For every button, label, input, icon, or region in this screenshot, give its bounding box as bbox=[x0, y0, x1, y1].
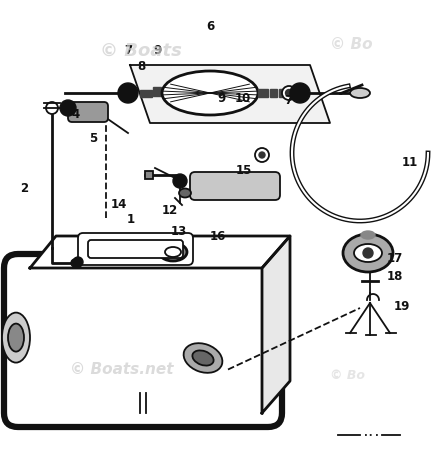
Ellipse shape bbox=[8, 324, 24, 352]
Text: 6: 6 bbox=[206, 20, 214, 33]
Circle shape bbox=[282, 87, 296, 101]
Text: 10: 10 bbox=[235, 91, 251, 104]
Text: 13: 13 bbox=[171, 225, 187, 238]
Text: 15: 15 bbox=[236, 164, 252, 177]
Text: 19: 19 bbox=[394, 299, 410, 312]
Bar bbox=[163, 91, 175, 98]
Ellipse shape bbox=[184, 344, 222, 373]
Text: 2: 2 bbox=[20, 181, 28, 194]
Text: 7: 7 bbox=[124, 44, 132, 56]
FancyBboxPatch shape bbox=[190, 173, 280, 200]
Text: 5: 5 bbox=[89, 131, 97, 144]
Circle shape bbox=[60, 101, 76, 117]
Circle shape bbox=[255, 149, 269, 163]
Text: 16: 16 bbox=[210, 230, 226, 243]
Text: 7: 7 bbox=[284, 94, 292, 107]
Ellipse shape bbox=[165, 247, 181, 257]
Ellipse shape bbox=[2, 313, 30, 363]
Ellipse shape bbox=[361, 232, 375, 239]
FancyBboxPatch shape bbox=[88, 240, 183, 258]
Bar bbox=[258, 90, 268, 98]
Ellipse shape bbox=[350, 89, 370, 99]
Bar bbox=[270, 90, 277, 98]
Text: 9: 9 bbox=[217, 91, 225, 104]
Circle shape bbox=[286, 90, 292, 97]
Text: 1: 1 bbox=[127, 213, 135, 226]
Text: 14: 14 bbox=[111, 197, 127, 210]
Ellipse shape bbox=[192, 350, 213, 366]
Ellipse shape bbox=[354, 244, 382, 263]
Ellipse shape bbox=[159, 244, 187, 262]
Circle shape bbox=[71, 259, 79, 268]
Text: 9: 9 bbox=[154, 44, 162, 56]
Polygon shape bbox=[30, 237, 290, 269]
Bar bbox=[153, 88, 161, 97]
Circle shape bbox=[118, 84, 138, 104]
Circle shape bbox=[73, 257, 83, 268]
Circle shape bbox=[290, 84, 310, 104]
Ellipse shape bbox=[343, 234, 393, 272]
Circle shape bbox=[363, 249, 373, 258]
Text: © Bo: © Bo bbox=[330, 37, 373, 52]
FancyBboxPatch shape bbox=[68, 103, 108, 123]
Text: 12: 12 bbox=[162, 204, 178, 217]
Polygon shape bbox=[130, 66, 330, 124]
Text: 8: 8 bbox=[137, 60, 145, 73]
Text: 18: 18 bbox=[387, 270, 403, 283]
Text: © Boats.net: © Boats.net bbox=[70, 361, 174, 376]
Ellipse shape bbox=[179, 189, 191, 198]
Ellipse shape bbox=[162, 72, 258, 116]
Text: 11: 11 bbox=[402, 155, 418, 168]
FancyBboxPatch shape bbox=[78, 233, 193, 265]
Circle shape bbox=[173, 175, 187, 188]
Text: © Bo: © Bo bbox=[330, 368, 365, 381]
Text: 4: 4 bbox=[72, 108, 80, 121]
Bar bbox=[140, 91, 152, 98]
Polygon shape bbox=[262, 237, 290, 413]
Bar bbox=[145, 172, 153, 180]
Text: 17: 17 bbox=[387, 251, 403, 264]
Text: © Boats: © Boats bbox=[100, 42, 182, 60]
Bar bbox=[279, 90, 289, 98]
Circle shape bbox=[259, 153, 265, 159]
FancyBboxPatch shape bbox=[4, 255, 282, 427]
